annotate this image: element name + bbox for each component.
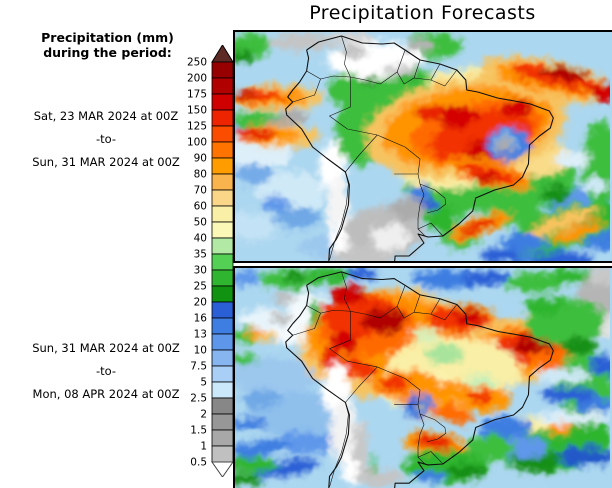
colorbar-tick-label: 80 <box>194 169 207 181</box>
colorbar-tick-label: 60 <box>194 201 207 213</box>
colorbar-tick-label: 125 <box>187 121 207 133</box>
colorbar-segment <box>211 189 234 207</box>
colorbar-segment <box>211 445 234 463</box>
colorbar-tick-label: 30 <box>194 265 207 277</box>
colorbar-tick-label: 50 <box>194 217 207 229</box>
colorbar-segment <box>211 157 234 175</box>
colorbar-segment <box>211 173 234 191</box>
precip-map-top <box>235 32 610 261</box>
colorbar-tick-label: 90 <box>194 153 207 165</box>
colorbar-segment <box>211 413 234 431</box>
colorbar-segment <box>211 205 234 223</box>
colorbar-tick-label: 1.5 <box>190 425 207 437</box>
map-panel-top <box>233 30 612 263</box>
legend-heading-line2: during the period: <box>43 45 172 60</box>
colorbar-segment <box>211 269 234 287</box>
colorbar-segment <box>211 317 234 335</box>
colorbar-tick-label: 13 <box>194 329 207 341</box>
colorbar-tick-label: 250 <box>187 57 207 69</box>
colorbar-tick-label: 70 <box>194 185 207 197</box>
colorbar-segment <box>211 109 234 127</box>
colorbar-tick-label: 20 <box>194 297 207 309</box>
colorbar-segment <box>211 301 234 319</box>
precip-map-bottom <box>235 268 610 488</box>
colorbar-tick-label: 150 <box>187 105 207 117</box>
legend-heading: Precipitation (mm) during the period: <box>5 30 210 60</box>
colorbar-arrow-top <box>211 44 234 63</box>
legend-heading-line1: Precipitation (mm) <box>41 30 174 45</box>
colorbar-tick-label: 175 <box>187 89 207 101</box>
chart-title: Precipitation Forecasts <box>309 2 536 24</box>
colorbar-segment <box>211 93 234 111</box>
period-top-start: Sat, 23 MAR 2024 at 00Z <box>33 109 179 123</box>
map-panel-bottom <box>233 266 612 488</box>
period-label-top: Sat, 23 MAR 2024 at 00Z -to- Sun, 31 MAR… <box>0 105 212 174</box>
colorbar-tick-label: 35 <box>194 249 207 261</box>
colorbar-segment <box>211 125 234 143</box>
period-top-separator: -to- <box>95 132 117 146</box>
colorbar-tick-label: 200 <box>187 73 207 85</box>
colorbar-tick-label: 40 <box>194 233 207 245</box>
colorbar-segment <box>211 253 234 271</box>
colorbar-segment <box>211 429 234 447</box>
colorbar-segment <box>211 221 234 239</box>
period-bottom-end: Mon, 08 APR 2024 at 00Z <box>32 387 180 401</box>
colorbar-segment <box>211 61 234 79</box>
colorbar-segment <box>211 141 234 159</box>
colorbar-tick-label: 2.5 <box>190 393 207 405</box>
colorbar-segment <box>211 349 234 367</box>
colorbar-tick-label: 7.5 <box>190 361 207 373</box>
colorbar-segment <box>211 333 234 351</box>
colorbar-tick-label: 1 <box>200 441 207 453</box>
colorbar-tick-label: 10 <box>194 345 207 357</box>
colorbar-tick-label: 5 <box>200 377 207 389</box>
period-top-end: Sun, 31 MAR 2024 at 00Z <box>32 155 180 169</box>
colorbar-segment <box>211 237 234 255</box>
colorbar-tick-label: 0.5 <box>190 457 207 469</box>
precip-colorbar: 250 200 175 150 125 100 90 80 70 60 50 40 35 30 25 20 16… <box>155 44 235 478</box>
colorbar-segment <box>211 285 234 303</box>
period-bottom-start: Sun, 31 MAR 2024 at 00Z <box>32 341 180 355</box>
period-bottom-separator: -to- <box>95 364 117 378</box>
colorbar-tick-label: 2 <box>200 409 207 421</box>
colorbar-segment <box>211 397 234 415</box>
colorbar-segment <box>211 365 234 383</box>
colorbar-tick-label: 16 <box>194 313 208 325</box>
colorbar-tick-label: 100 <box>187 137 207 149</box>
colorbar-segment <box>211 77 234 95</box>
colorbar-segment <box>211 381 234 399</box>
period-label-bottom: Sun, 31 MAR 2024 at 00Z -to- Mon, 08 APR… <box>0 337 212 406</box>
colorbar-tick-label: 25 <box>194 281 207 293</box>
colorbar-scale: 2502001751501251009080706050403530252016… <box>187 44 234 478</box>
colorbar-arrow-bottom <box>211 461 234 478</box>
